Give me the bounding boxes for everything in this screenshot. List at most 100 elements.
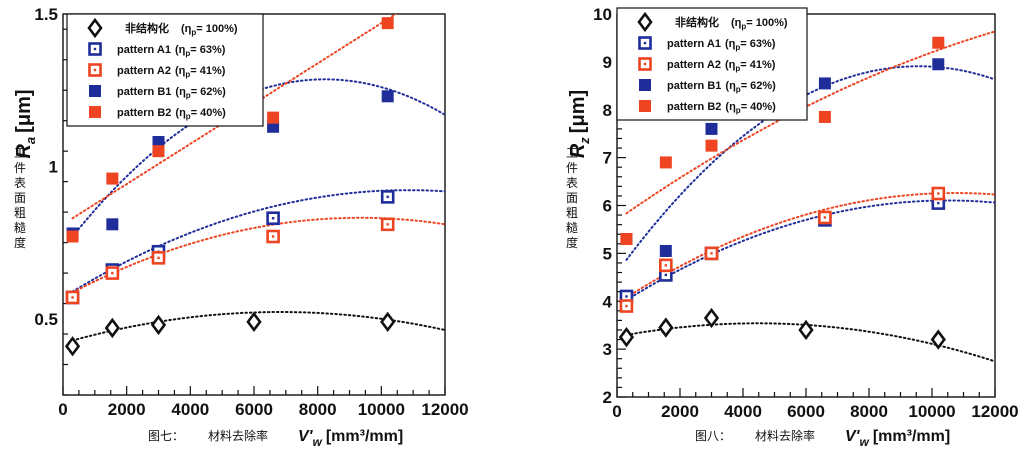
data-point [106,218,119,231]
data-point [659,244,672,257]
data-point [932,36,945,49]
series-2 [619,186,946,313]
legend: 非结构化 (ηp= 100%)pattern A1 (ηp= 63%)pattern… [66,13,264,127]
data-point [266,229,280,244]
x-tick-label: 0 [612,402,621,421]
legend-eta: (η [181,23,192,35]
data-point-dot [386,195,389,199]
data-point-dot [71,296,74,299]
trend-line-pattern-a1 [71,189,445,293]
legend-marker [89,106,101,118]
data-point-dot [111,271,114,275]
data-point [151,251,166,265]
data-point-dot [625,295,628,298]
legend-label: pattern A2 (ηp= 41%) [667,59,776,73]
data-point-dot [157,256,160,260]
legend-label: pattern B1 (ηp= 62%) [117,86,226,100]
series-0 [64,311,396,357]
y-axis-cn-char: 件 [14,161,26,175]
x-axis-cn-label: 材料去除率 [208,428,268,443]
data-point [64,336,81,357]
data-point [798,319,814,341]
legend-series-name: 非结构化 [675,15,719,29]
legend-eta: (η [725,59,736,71]
y-axis-cn-char: 糙 [14,221,26,235]
legend-marker-dot [643,62,647,66]
series-4 [66,17,394,243]
legend-eta: (η [175,65,186,77]
x-tick-label: 10000 [908,402,955,421]
trend-line-pattern-a1 [625,199,995,302]
legend-eta-sub: p [185,49,190,58]
y-axis-cn-char: 粗 [14,206,26,220]
x-tick-label: 2000 [108,400,146,419]
data-point-dot [271,235,275,238]
legend-eta-val: = 63%) [190,44,225,56]
legend-label: pattern A1 (ηp= 63%) [667,38,776,52]
data-point [818,210,832,225]
y-tick-label: 1.5 [34,5,58,24]
y-tick-label: 6 [603,197,612,216]
x-axis-subscript: w [859,435,869,449]
legend-series-name: pattern A1 [667,38,721,50]
x-axis-cn-label: 材料去除率 [755,428,815,443]
trend-line-pattern-a2 [71,216,445,294]
y-tick-label: 3 [603,340,612,359]
x-tick-label: 6000 [235,400,273,419]
x-axis-label: V'w [mm³/mm] [298,428,403,449]
x-tick-label: 10000 [358,400,405,419]
trend-line-非结构化 [625,322,995,363]
y-axis-cn-char: 表 [566,176,578,190]
x-axis-subscript: w [312,435,322,449]
legend-marker [637,11,653,33]
legend-marker-dot [93,68,97,72]
data-point [931,186,946,201]
y-axis-label: Rz [μm] [567,90,592,158]
x-tick-label: 4000 [171,400,209,419]
legend-eta-val: = 41%) [190,65,225,77]
legend-eta-sub: p [736,85,741,94]
y-axis-symbol: R [567,143,589,158]
x-tick-label: 6000 [787,402,825,421]
legend-eta-sub: p [736,106,741,115]
legend-eta-val: = 40%) [741,101,776,113]
legend-eta: (η [725,80,736,92]
legend-marker [88,63,102,77]
legend-marker-dot [93,47,97,51]
x-tick-label: 8000 [299,400,337,419]
legend-eta-val: = 100%) [746,17,788,29]
data-point [152,145,165,158]
y-axis-cn-char: 度 [14,235,26,250]
legend-eta: (η [175,86,186,98]
data-point [705,139,718,152]
legend-eta: (η [175,107,186,119]
data-point-dot [937,192,940,195]
data-point [618,326,635,348]
series-0 [618,307,946,350]
data-point [380,217,395,232]
data-point-dot [386,223,389,226]
data-point [150,314,167,336]
x-axis-symbol: V' [298,428,314,445]
legend-series-name: pattern B1 [667,80,721,92]
data-point-dot [823,216,827,219]
data-point [266,211,280,226]
legend-eta-val: = 62%) [191,86,226,98]
data-point [267,120,280,133]
legend-eta-val: = 62%) [741,80,776,92]
legend-eta: (η [725,101,736,113]
legend-eta-sub: p [741,22,746,31]
y-axis-cn-char: 工 [14,146,26,160]
legend-series-name: 非结构化 [125,21,169,35]
y-axis-cn-char: 面 [14,191,26,205]
legend-eta-val: = 100%) [196,23,238,35]
data-point [705,122,718,135]
legend: 非结构化 (ηp= 100%)pattern A1 (ηp= 63%)pattern… [616,7,808,121]
series-4 [620,36,945,246]
y-axis-label: Ra [μm] [13,89,38,158]
data-point [65,290,80,305]
data-point [704,246,719,261]
legend-marker [639,100,651,112]
legend-series-name: pattern B2 [667,101,721,113]
legend-eta-sub: p [191,28,196,37]
